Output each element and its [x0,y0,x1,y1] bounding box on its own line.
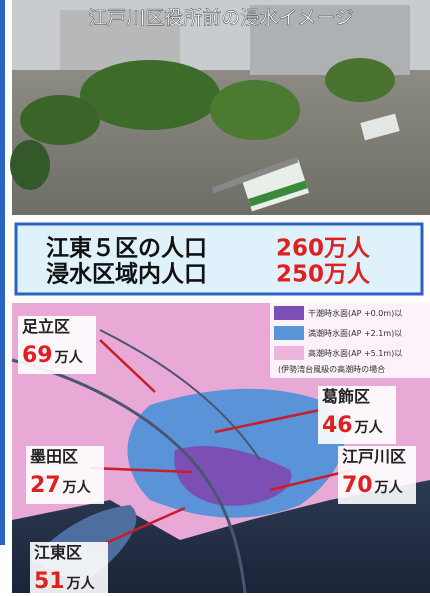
ward-population: 70 [342,473,373,498]
legend-label: 満潮時水面(AP +2.1m)以 [308,328,402,338]
legend-label: 高潮時水面(AP +5.1m)以 [308,348,402,358]
ward-name: 江戸川区 [342,447,406,466]
legend-note: (伊勢湾台風級の高潮時の場合 [278,364,385,374]
ward-name: 墨田区 [30,447,78,466]
ward-unit: 万人 [66,575,96,592]
ward-label-box [18,316,96,374]
legend-swatch [274,306,304,320]
ward-label-box [30,542,108,596]
ward-population: 27 [30,473,61,498]
ward-population: 46 [322,413,353,438]
ward-label-box [338,446,416,504]
ward-unit: 万人 [54,349,84,366]
ward-unit: 万人 [62,479,92,496]
ward-population: 69 [22,343,53,368]
summary-value: 260万人 [276,236,371,262]
legend-swatch [274,346,304,360]
summary-label: 浸水区域内人口 [46,261,207,288]
summary-label: 江東５区の人口 [46,236,207,262]
ward-label-box [318,386,396,444]
ward-unit: 万人 [374,479,404,496]
photo-caption: 江戸川区役所前の浸水イメージ [88,7,354,29]
legend-label: 干潮時水面(AP +0.0m)以 [308,308,402,318]
summary-value: 250万人 [276,262,371,288]
legend-swatch [274,326,304,340]
side-bar [0,0,5,545]
ward-label-box [26,446,104,504]
ward-name: 足立区 [22,317,70,336]
ward-name: 葛飾区 [322,387,370,406]
summary-box: 江東５区の人口 260万人 浸水区域内人口 250万人 [14,222,424,296]
ward-unit: 万人 [354,419,384,436]
photo: 江戸川区役所前の浸水イメージ [10,0,430,215]
ward-population: 51 [34,569,65,594]
ward-name: 江東区 [34,543,82,562]
